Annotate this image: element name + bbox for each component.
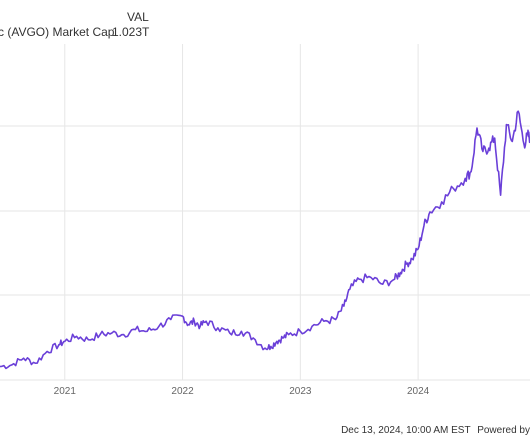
series-line xyxy=(0,110,530,370)
x-tick-label: 2024 xyxy=(407,386,430,397)
gridlines xyxy=(0,44,530,381)
footer-powered-by: Powered by xyxy=(477,425,530,436)
chart-legend: VAL c (AVGO) Market Cap 1.023T xyxy=(0,0,300,44)
legend-value-header: VAL xyxy=(127,10,149,24)
x-tick-label: 2023 xyxy=(289,386,312,397)
x-tick-label: 2021 xyxy=(54,386,77,397)
footer-timestamp: Dec 13, 2024, 10:00 AM EST xyxy=(341,425,471,436)
chart-footer: Dec 13, 2024, 10:00 AM EST Powered by xyxy=(337,425,530,436)
x-tick-label: 2022 xyxy=(171,386,194,397)
legend-series-value: 1.023T xyxy=(112,25,150,39)
x-axis: 2021 2022 2023 2024 xyxy=(54,386,430,397)
legend-series-label: c (AVGO) Market Cap xyxy=(0,25,115,39)
series-layer xyxy=(0,110,530,370)
